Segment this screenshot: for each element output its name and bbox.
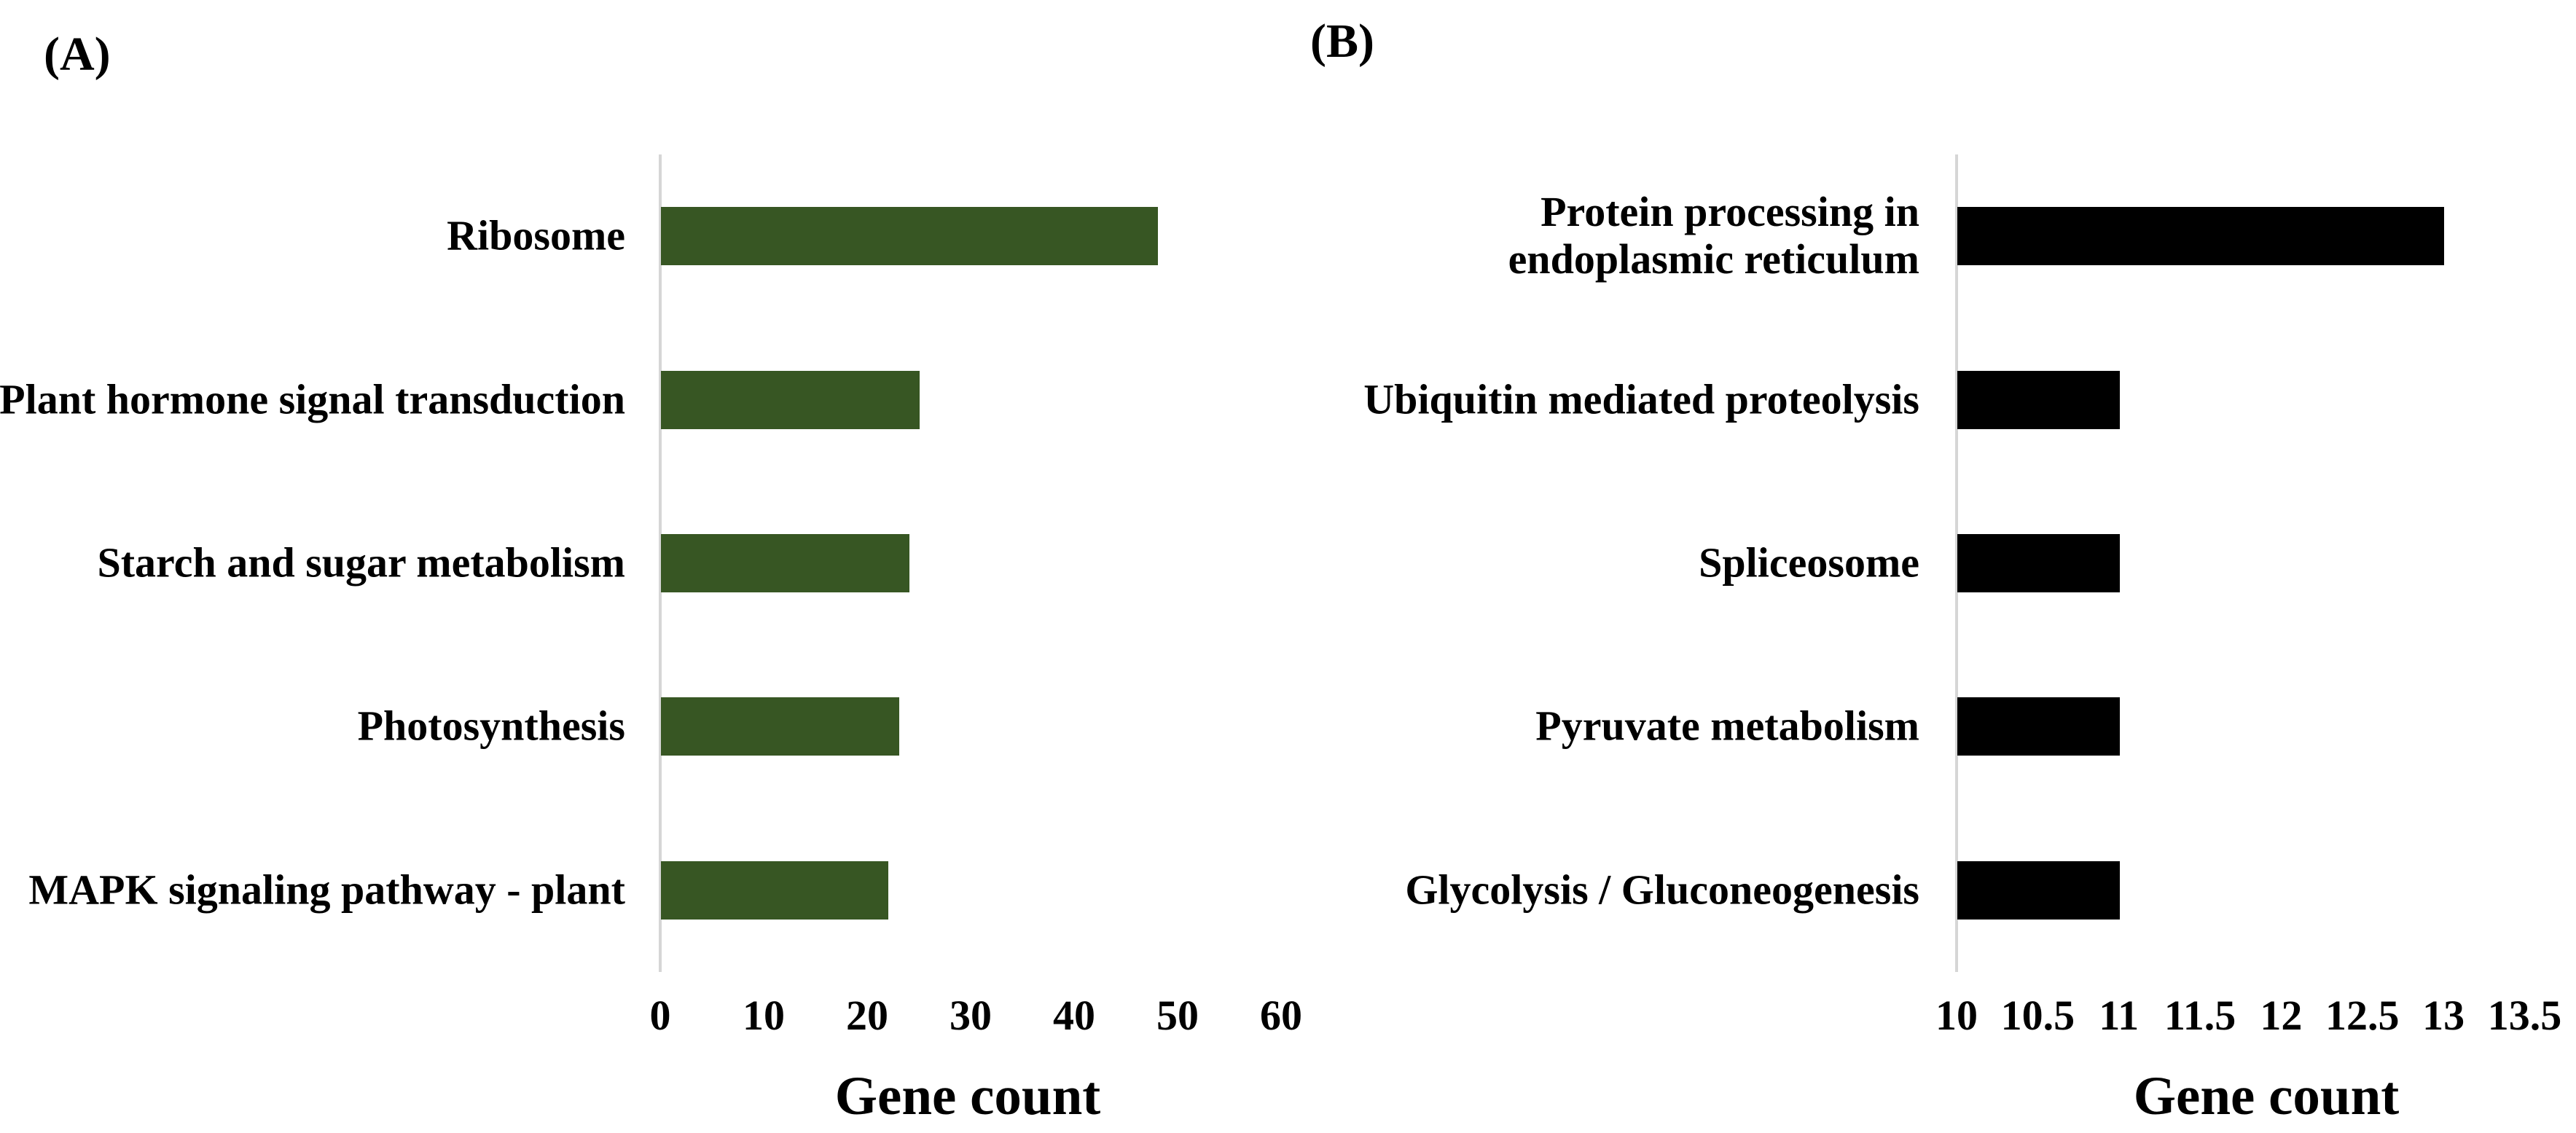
category-label: Plant hormone signal transduction (0, 375, 625, 423)
category-label: Protein processing in endoplasmic reticu… (1508, 188, 1919, 283)
x-tick-label: 30 (950, 992, 992, 1039)
bar (1957, 697, 2120, 756)
category-label: Pyruvate metabolism (1535, 702, 1919, 750)
bar (661, 697, 899, 756)
bar (1957, 207, 2445, 266)
x-tick-label: 13.5 (2487, 992, 2562, 1039)
x-tick-label: 12.5 (2325, 992, 2400, 1039)
x-tick-label: 60 (1260, 992, 1302, 1039)
x-tick-label: 11.5 (2164, 992, 2236, 1039)
category-label: Spliceosome (1699, 538, 1919, 587)
y-axis-line (1955, 154, 1958, 972)
category-label: MAPK signaling pathway - plant (28, 866, 625, 914)
panel-label-a: (A) (44, 28, 111, 81)
category-label: Ubiquitin mediated proteolysis (1363, 375, 1919, 423)
panel-label-b: (B) (1310, 15, 1374, 68)
x-tick-label: 20 (846, 992, 888, 1039)
x-tick-label: 0 (649, 992, 671, 1039)
bar (1957, 860, 2120, 920)
bar (661, 534, 909, 592)
x-tick-label: 11 (2099, 992, 2140, 1039)
x-axis-title-a: Gene count (834, 1066, 1101, 1126)
bar (661, 370, 920, 429)
category-label: Ribosome (447, 211, 625, 259)
bar (1957, 370, 2120, 429)
category-label: Starch and sugar metabolism (97, 538, 625, 587)
bar (661, 860, 889, 920)
bar (661, 207, 1158, 266)
x-tick-label: 40 (1053, 992, 1095, 1039)
category-label: Photosynthesis (357, 702, 625, 750)
x-tick-label: 10.5 (2000, 992, 2075, 1039)
x-axis-title-b: Gene count (2133, 1066, 2400, 1126)
bar (1957, 534, 2120, 592)
x-tick-label: 50 (1156, 992, 1199, 1039)
x-tick-label: 12 (2260, 992, 2303, 1039)
y-axis-line (659, 154, 662, 972)
x-tick-label: 13 (2422, 992, 2465, 1039)
category-label: Glycolysis / Gluconeogenesis (1405, 866, 1919, 914)
x-tick-label: 10 (743, 992, 785, 1039)
x-tick-label: 10 (1935, 992, 1978, 1039)
